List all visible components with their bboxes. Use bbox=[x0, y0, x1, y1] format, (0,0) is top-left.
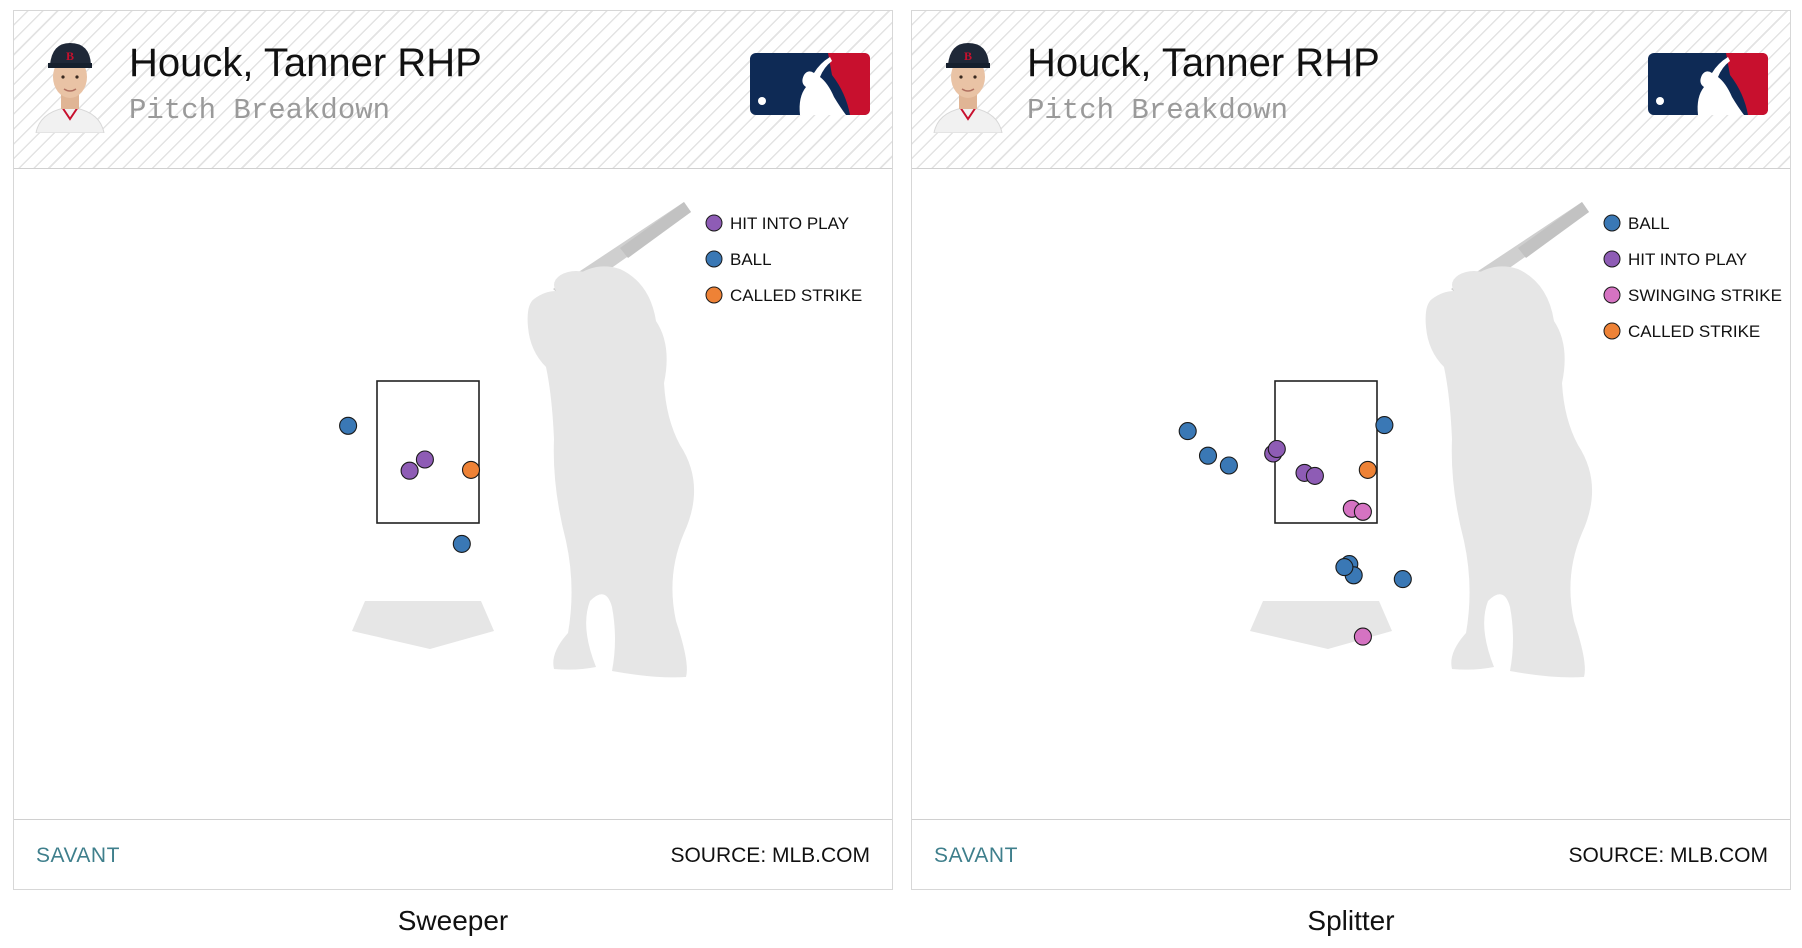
batter-silhouette-icon bbox=[527, 202, 695, 678]
panel-footer: SAVANT SOURCE: MLB.COM bbox=[912, 819, 1790, 889]
pitch-point-hit-into-play[interactable] bbox=[415, 450, 434, 469]
legend-item: HIT INTO PLAY bbox=[1603, 250, 1747, 269]
legend: HIT INTO PLAY BALL CALLED STRIKE bbox=[705, 214, 862, 305]
legend-label: CALLED STRIKE bbox=[1628, 322, 1760, 341]
legend-item: HIT INTO PLAY bbox=[705, 214, 849, 233]
savant-link[interactable]: SAVANT bbox=[934, 844, 1018, 867]
legend-label: CALLED STRIKE bbox=[730, 286, 862, 305]
pitch-point-ball[interactable] bbox=[452, 534, 471, 553]
savant-link[interactable]: SAVANT bbox=[36, 844, 120, 867]
pitch-point-ball[interactable] bbox=[1375, 416, 1394, 435]
panel-header: B Houck, Tanner RHP Pitch Breakdown bbox=[14, 11, 892, 169]
pitch-point-called-strike[interactable] bbox=[1358, 460, 1377, 479]
source-label: SOURCE: MLB.COM bbox=[670, 844, 870, 867]
legend-label: SWINGING STRIKE bbox=[1628, 286, 1782, 305]
legend-label: HIT INTO PLAY bbox=[730, 214, 849, 233]
pitch-point-hit-into-play[interactable] bbox=[1305, 466, 1324, 485]
pitch-point-swinging-strike[interactable] bbox=[1353, 502, 1372, 521]
pitch-point-swinging-strike[interactable] bbox=[1353, 627, 1372, 646]
pitch-point-hit-into-play[interactable] bbox=[1267, 439, 1286, 459]
pitch-plot: HIT INTO PLAY BALL CALLED STRIKE bbox=[339, 202, 862, 678]
pitcher-name: Houck, Tanner RHP bbox=[129, 41, 482, 85]
source-label: SOURCE: MLB.COM bbox=[1568, 844, 1768, 867]
mlb-logo-icon bbox=[1648, 53, 1768, 115]
svg-text:B: B bbox=[964, 49, 972, 63]
chart-subtitle: Pitch Breakdown bbox=[129, 94, 391, 127]
strike-zone bbox=[1274, 380, 1378, 524]
legend-item: CALLED STRIKE bbox=[705, 286, 862, 305]
panel-header: B Houck, Tanner RHP Pitch Breakdown bbox=[912, 11, 1790, 169]
mlb-logo-icon bbox=[750, 53, 870, 115]
svg-text:B: B bbox=[66, 49, 74, 63]
legend: BALL HIT INTO PLAY SWINGING STRIKE CALLED S… bbox=[1603, 214, 1782, 341]
pitch-point-ball[interactable] bbox=[339, 416, 358, 435]
pitcher-name: Houck, Tanner RHP bbox=[1027, 41, 1380, 85]
pitch-plot: BALL HIT INTO PLAY SWINGING STRIKE CALLED S… bbox=[1178, 202, 1782, 678]
pitch-point-called-strike[interactable] bbox=[461, 460, 481, 479]
pitch-type-caption: Splitter bbox=[1307, 905, 1395, 936]
chart-panel-sweeper: B Houck, Tanner RHP Pitch Breakdown HIT … bbox=[13, 10, 893, 890]
legend-swatch bbox=[705, 250, 723, 268]
legend-label: HIT INTO PLAY bbox=[1628, 250, 1747, 269]
legend-item: CALLED STRIKE bbox=[1603, 322, 1760, 341]
avatar: B bbox=[933, 43, 1003, 133]
panel-footer: SAVANT SOURCE: MLB.COM bbox=[14, 819, 892, 889]
pitch-point-ball[interactable] bbox=[1198, 446, 1218, 465]
pitch-points bbox=[1178, 416, 1412, 646]
pitch-type-caption: Sweeper bbox=[397, 905, 509, 936]
legend-swatch bbox=[1603, 322, 1621, 340]
pitch-points bbox=[339, 416, 481, 553]
chart-subtitle: Pitch Breakdown bbox=[1027, 94, 1289, 127]
home-plate bbox=[1250, 601, 1392, 649]
pitch-point-ball[interactable] bbox=[1335, 558, 1354, 577]
legend-swatch bbox=[1603, 214, 1621, 232]
avatar: B bbox=[35, 43, 105, 133]
legend-item: BALL bbox=[1603, 214, 1670, 233]
pitch-point-ball[interactable] bbox=[1219, 456, 1238, 475]
legend-swatch bbox=[705, 214, 723, 232]
legend-swatch bbox=[1603, 286, 1621, 304]
legend-item: SWINGING STRIKE bbox=[1603, 286, 1782, 305]
pitch-point-hit-into-play[interactable] bbox=[400, 461, 419, 480]
chart-panel-splitter: B Houck, Tanner RHP Pitch Breakdown BALL… bbox=[911, 10, 1791, 890]
pitch-point-ball[interactable] bbox=[1393, 570, 1412, 589]
legend-label: BALL bbox=[730, 250, 772, 269]
legend-item: BALL bbox=[705, 250, 772, 269]
legend-swatch bbox=[705, 286, 723, 304]
batter-silhouette-icon bbox=[1425, 202, 1593, 678]
pitch-point-ball[interactable] bbox=[1178, 422, 1197, 441]
home-plate bbox=[352, 601, 494, 649]
strike-zone bbox=[376, 380, 480, 524]
legend-label: BALL bbox=[1628, 214, 1670, 233]
legend-swatch bbox=[1603, 250, 1621, 268]
